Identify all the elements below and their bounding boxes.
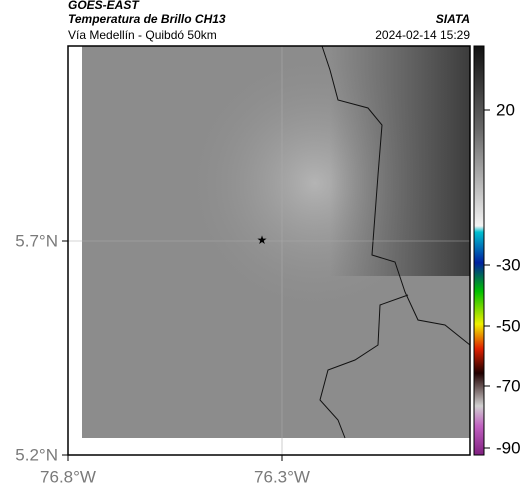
svg-text:★: ★ [257,233,268,247]
colorbar-label: -50 [496,316,521,335]
colorbar-label: -90 [496,438,521,457]
subtitle: Vía Medellín - Quibdó 50km [68,28,217,42]
timestamp: 2024-02-14 15:29 [375,28,470,42]
colorbar-ticks [484,109,490,449]
colorbar [473,45,485,456]
lon-label: 76.3°W [254,467,310,486]
source: GOES-EAST [68,0,140,12]
map-frame [67,45,471,456]
lon-label: 76.8°W [40,467,96,486]
lat-label: 5.2°N [15,445,58,464]
colorbar-label: -70 [496,376,521,395]
title: Temperatura de Brillo CH13 [68,12,226,26]
credit: SIATA [436,12,470,26]
lat-label: 5.7°N [15,231,58,250]
colorbar-label: -30 [496,255,521,274]
colorbar-label: 20 [496,100,515,119]
map-image: ★ [68,45,471,455]
